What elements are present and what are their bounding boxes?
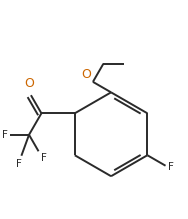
Text: O: O [81, 68, 91, 81]
Text: O: O [24, 78, 34, 90]
Text: F: F [41, 153, 47, 163]
Text: F: F [168, 162, 174, 172]
Text: F: F [16, 159, 22, 169]
Text: F: F [2, 130, 8, 140]
